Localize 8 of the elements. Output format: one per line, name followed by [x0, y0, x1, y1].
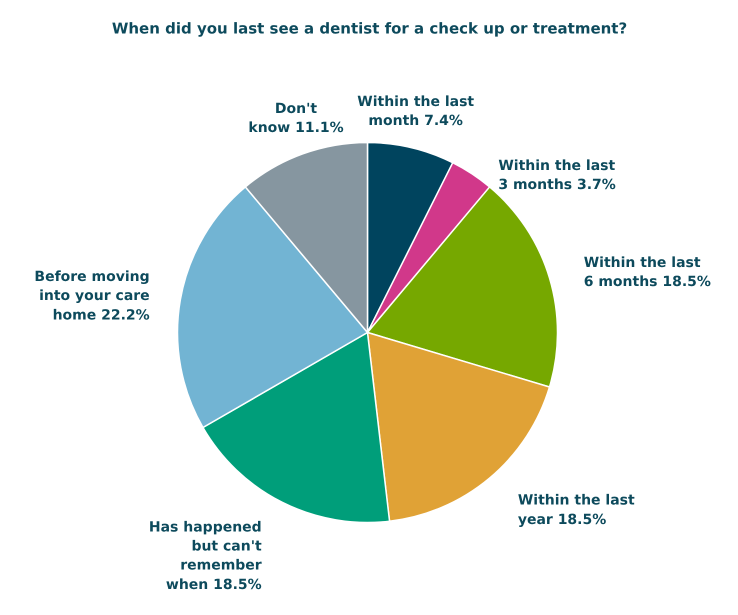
slice-label: Within the last year 18.5% — [518, 492, 635, 528]
slice-label: Within the last 6 months 18.5% — [584, 254, 711, 290]
slice-label: Within the last 3 months 3.7% — [498, 158, 616, 194]
chart-title: When did you last see a dentist for a check up or treatment? — [112, 20, 628, 38]
slice-label: Has happened but can't remember when 18.5% — [148, 519, 262, 593]
slice-label: Before moving into your care home 22.2% — [34, 269, 150, 324]
slice-label: Don't know 11.1% — [248, 100, 344, 136]
slice-label: Within the last month 7.4% — [357, 94, 474, 130]
